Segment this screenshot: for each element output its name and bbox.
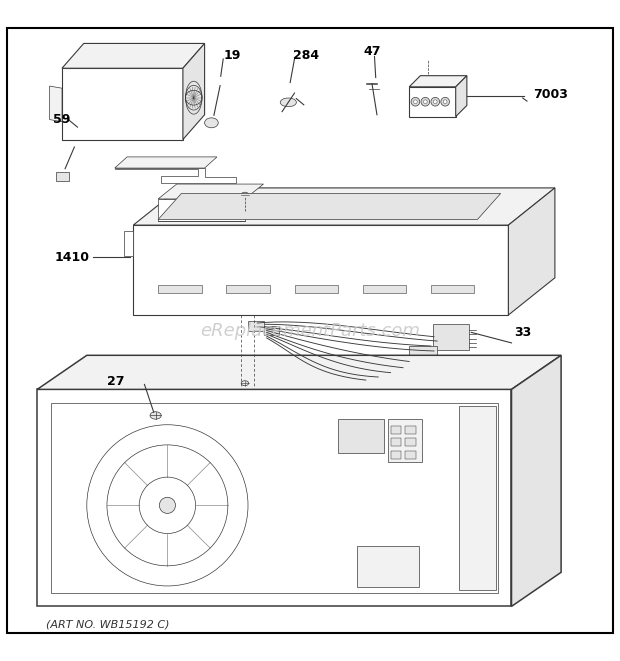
Circle shape bbox=[159, 497, 175, 514]
Polygon shape bbox=[512, 356, 561, 606]
Polygon shape bbox=[115, 168, 236, 183]
Text: 59: 59 bbox=[53, 113, 71, 126]
Bar bbox=[294, 285, 338, 293]
Circle shape bbox=[433, 100, 437, 104]
Bar bbox=[363, 285, 406, 293]
Circle shape bbox=[423, 100, 427, 104]
Circle shape bbox=[431, 97, 440, 106]
Text: 1410: 1410 bbox=[55, 251, 90, 264]
Bar bbox=[433, 325, 469, 350]
Bar bbox=[338, 418, 384, 453]
Bar bbox=[264, 325, 279, 335]
Bar bbox=[405, 426, 416, 434]
Text: 19: 19 bbox=[224, 49, 241, 61]
Ellipse shape bbox=[205, 118, 218, 128]
Bar bbox=[226, 285, 270, 293]
Polygon shape bbox=[62, 44, 205, 68]
Bar bbox=[409, 87, 456, 116]
Bar bbox=[248, 321, 264, 330]
Bar bbox=[388, 418, 422, 462]
Bar bbox=[409, 346, 437, 365]
Polygon shape bbox=[50, 86, 62, 122]
Ellipse shape bbox=[150, 412, 161, 419]
Polygon shape bbox=[158, 199, 245, 221]
Bar bbox=[391, 438, 401, 446]
Polygon shape bbox=[133, 225, 508, 315]
Bar bbox=[405, 451, 416, 459]
Polygon shape bbox=[133, 188, 555, 225]
Polygon shape bbox=[456, 75, 467, 116]
Bar bbox=[431, 285, 474, 293]
Polygon shape bbox=[37, 356, 561, 389]
Bar bbox=[51, 403, 498, 593]
Ellipse shape bbox=[280, 98, 296, 106]
Circle shape bbox=[443, 100, 447, 104]
Text: eReplacementParts.com: eReplacementParts.com bbox=[200, 321, 420, 340]
Bar bbox=[459, 406, 496, 590]
Polygon shape bbox=[409, 75, 467, 87]
Bar bbox=[37, 389, 511, 606]
Circle shape bbox=[414, 100, 417, 104]
Bar bbox=[391, 426, 401, 434]
Text: 27: 27 bbox=[107, 375, 124, 388]
Bar bbox=[62, 68, 183, 139]
Bar bbox=[158, 285, 202, 293]
Polygon shape bbox=[115, 157, 217, 168]
Text: 284: 284 bbox=[293, 49, 319, 61]
Bar bbox=[356, 546, 419, 586]
Circle shape bbox=[441, 97, 450, 106]
Text: 7003: 7003 bbox=[533, 89, 568, 101]
Bar bbox=[56, 172, 69, 181]
Text: (ART NO. WB15192 C): (ART NO. WB15192 C) bbox=[46, 619, 170, 629]
Polygon shape bbox=[508, 188, 555, 315]
Ellipse shape bbox=[241, 192, 249, 197]
Polygon shape bbox=[183, 44, 205, 139]
Bar bbox=[405, 438, 416, 446]
Polygon shape bbox=[124, 231, 133, 256]
Bar bbox=[391, 451, 401, 459]
Text: 33: 33 bbox=[515, 326, 532, 339]
Polygon shape bbox=[158, 194, 500, 219]
Circle shape bbox=[421, 97, 430, 106]
Ellipse shape bbox=[241, 381, 249, 385]
Polygon shape bbox=[158, 184, 264, 199]
Circle shape bbox=[411, 97, 420, 106]
Text: 47: 47 bbox=[363, 45, 381, 58]
